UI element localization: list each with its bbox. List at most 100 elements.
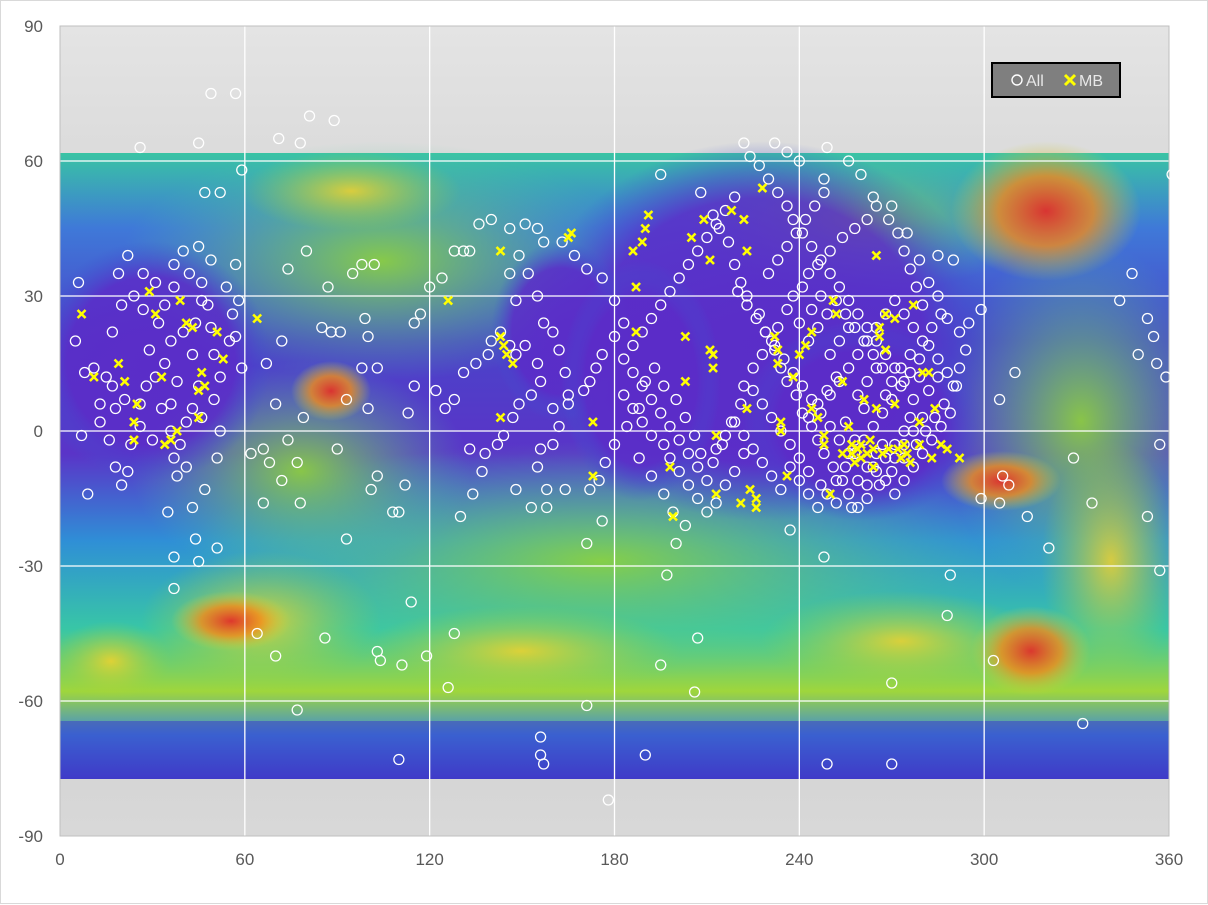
point-all [1009, 366, 1021, 379]
point-all [513, 249, 525, 262]
plot-area-border [59, 25, 1170, 837]
point-all [824, 245, 836, 257]
point-mb [212, 327, 223, 337]
x-tick-label: 120 [415, 850, 443, 869]
point-all [186, 348, 199, 361]
point-all [581, 699, 593, 712]
point-all [140, 380, 152, 392]
point-all [596, 515, 608, 527]
point-all [682, 258, 695, 271]
point-all [898, 452, 910, 464]
point-all [1003, 479, 1015, 491]
point-all [870, 362, 882, 374]
point-all [895, 380, 907, 392]
point-mb [726, 205, 737, 216]
point-all [852, 348, 864, 361]
point-all [1141, 312, 1154, 325]
point-mb [708, 349, 718, 360]
point-all [781, 146, 793, 158]
point-mb [738, 214, 749, 225]
point-all [824, 420, 836, 433]
point-all [448, 245, 460, 257]
point-mb [843, 421, 854, 432]
point-all [608, 294, 621, 307]
point-mb [926, 453, 937, 463]
point-all [1132, 348, 1144, 361]
point-mb [828, 295, 839, 306]
point-all [205, 87, 217, 100]
point-all [664, 420, 676, 433]
point-all [879, 308, 892, 320]
point-all [692, 461, 704, 473]
point-all [907, 393, 919, 406]
point-all [168, 258, 180, 271]
point-all [282, 263, 294, 275]
point-all [340, 393, 353, 406]
point-all [849, 222, 861, 235]
point-mb [637, 237, 648, 247]
point-mb [751, 502, 762, 513]
point-all [747, 443, 759, 455]
point-all [735, 398, 747, 410]
point-all [790, 227, 802, 239]
point-all [750, 312, 762, 325]
point-all [793, 452, 805, 464]
point-all [842, 362, 855, 374]
point-mb [806, 327, 817, 337]
point-all [171, 470, 183, 482]
point-all [839, 461, 852, 473]
point-all [134, 398, 146, 410]
point-all [442, 681, 454, 694]
point-all [658, 488, 670, 500]
point-all [485, 213, 497, 226]
point-all [935, 308, 947, 320]
point-all [159, 299, 171, 311]
point-mb [665, 462, 675, 472]
y-axis: 90 60 30 0 -30 -60 -90 [18, 17, 43, 846]
point-all [214, 425, 226, 437]
point-all [824, 348, 836, 361]
point-all [861, 335, 873, 347]
point-mb [193, 412, 204, 423]
point-mb [865, 435, 876, 445]
point-all [316, 321, 328, 334]
point-all [356, 258, 368, 271]
point-all [769, 339, 781, 352]
point-all [682, 479, 695, 491]
point-all [738, 380, 750, 392]
point-all [876, 438, 889, 451]
point-all [762, 267, 775, 280]
point-mb [800, 340, 811, 351]
point-all [205, 254, 217, 266]
point-all [821, 488, 833, 500]
point-all [236, 164, 248, 176]
point-all [122, 249, 134, 262]
point-all [537, 236, 550, 248]
point-mb [775, 417, 786, 427]
point-all [655, 168, 667, 181]
x-tick-label: 0 [55, 850, 64, 869]
point-all [1077, 717, 1089, 730]
point-all [547, 438, 559, 451]
point-all [769, 344, 781, 356]
point-all [793, 317, 805, 329]
point-all [787, 213, 799, 226]
point-all [926, 321, 938, 334]
point-all [772, 186, 784, 199]
point-mb [899, 439, 909, 450]
point-all [710, 218, 722, 230]
point-all [208, 393, 220, 406]
point-all [769, 137, 781, 149]
point-mb [880, 345, 891, 355]
point-all [861, 479, 873, 491]
point-all [852, 308, 864, 320]
point-all [473, 218, 485, 230]
point-all [898, 425, 910, 437]
point-all [809, 200, 821, 212]
point-mb [495, 412, 506, 423]
point-all [993, 497, 1006, 509]
point-all [790, 389, 802, 401]
point-all [584, 483, 596, 496]
point-all [762, 173, 775, 185]
point-all [399, 479, 411, 491]
